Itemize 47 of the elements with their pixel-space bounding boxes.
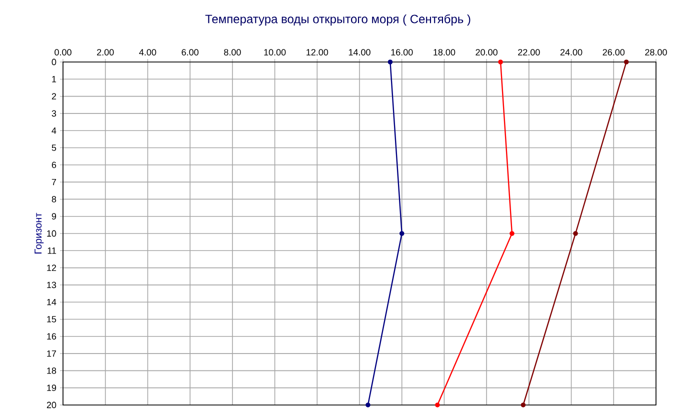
point (520, 402, 526, 408)
x-tick-label: 24.00 (560, 49, 582, 56)
y-tick-label: 19 (47, 384, 56, 392)
chart-title: Температура воды открытого моря ( Сентябрь ) (205, 14, 470, 26)
y-tick-label: 9 (52, 213, 56, 220)
y-tick-label: 3 (52, 110, 56, 117)
y-tick-label: 12 (47, 264, 56, 271)
x-tick-label: 4.00 (139, 49, 156, 56)
y-tick-label: 6 (52, 162, 56, 168)
x-tick-label: 18.00 (434, 49, 456, 56)
y-tick-label: 16 (47, 333, 56, 340)
y-tick-label: 18 (47, 368, 56, 374)
x-tick-label: 14.00 (348, 49, 370, 56)
x-tick-label: 12.00 (306, 49, 328, 56)
point (366, 402, 370, 408)
x-tick-label: 22.00 (518, 49, 540, 56)
y-tick-label: 14 (47, 298, 56, 306)
x-tick-label: 10.00 (264, 49, 286, 56)
point (510, 231, 514, 236)
y-tick-label: 17 (47, 350, 56, 357)
x-tick-label: 20.00 (476, 49, 498, 56)
y-tick-label: 1 (52, 76, 56, 82)
x-tick-label: 0.00 (54, 49, 72, 56)
y-tick-label: 5 (52, 144, 56, 151)
x-tick-label: 28.00 (645, 49, 667, 56)
point (435, 402, 440, 408)
y-tick-label: 0 (52, 58, 56, 66)
x-tick-label: 6.00 (182, 49, 198, 56)
y-tick-label: 15 (47, 316, 56, 322)
y-tick-label: 7 (52, 178, 56, 186)
y-axis-title: Горизонт (34, 212, 44, 254)
y-tick-label: 13 (47, 282, 56, 288)
y-tick-label: 11 (48, 248, 56, 254)
y-tick-label: 8 (52, 196, 56, 202)
x-tick-label: 2.00 (97, 49, 114, 56)
y-tick-label: 10 (47, 230, 56, 237)
point (498, 60, 503, 64)
x-tick-label: 16.00 (391, 49, 413, 56)
point (388, 60, 393, 64)
y-tick-label: 2 (52, 93, 56, 100)
y-tick-label: 4 (52, 127, 56, 134)
x-tick-label: 8.00 (224, 49, 241, 56)
y-tick-label: 20 (46, 402, 56, 408)
x-tick-label: 26.00 (602, 49, 625, 56)
point (624, 60, 629, 64)
point (573, 231, 578, 236)
point (399, 231, 404, 236)
